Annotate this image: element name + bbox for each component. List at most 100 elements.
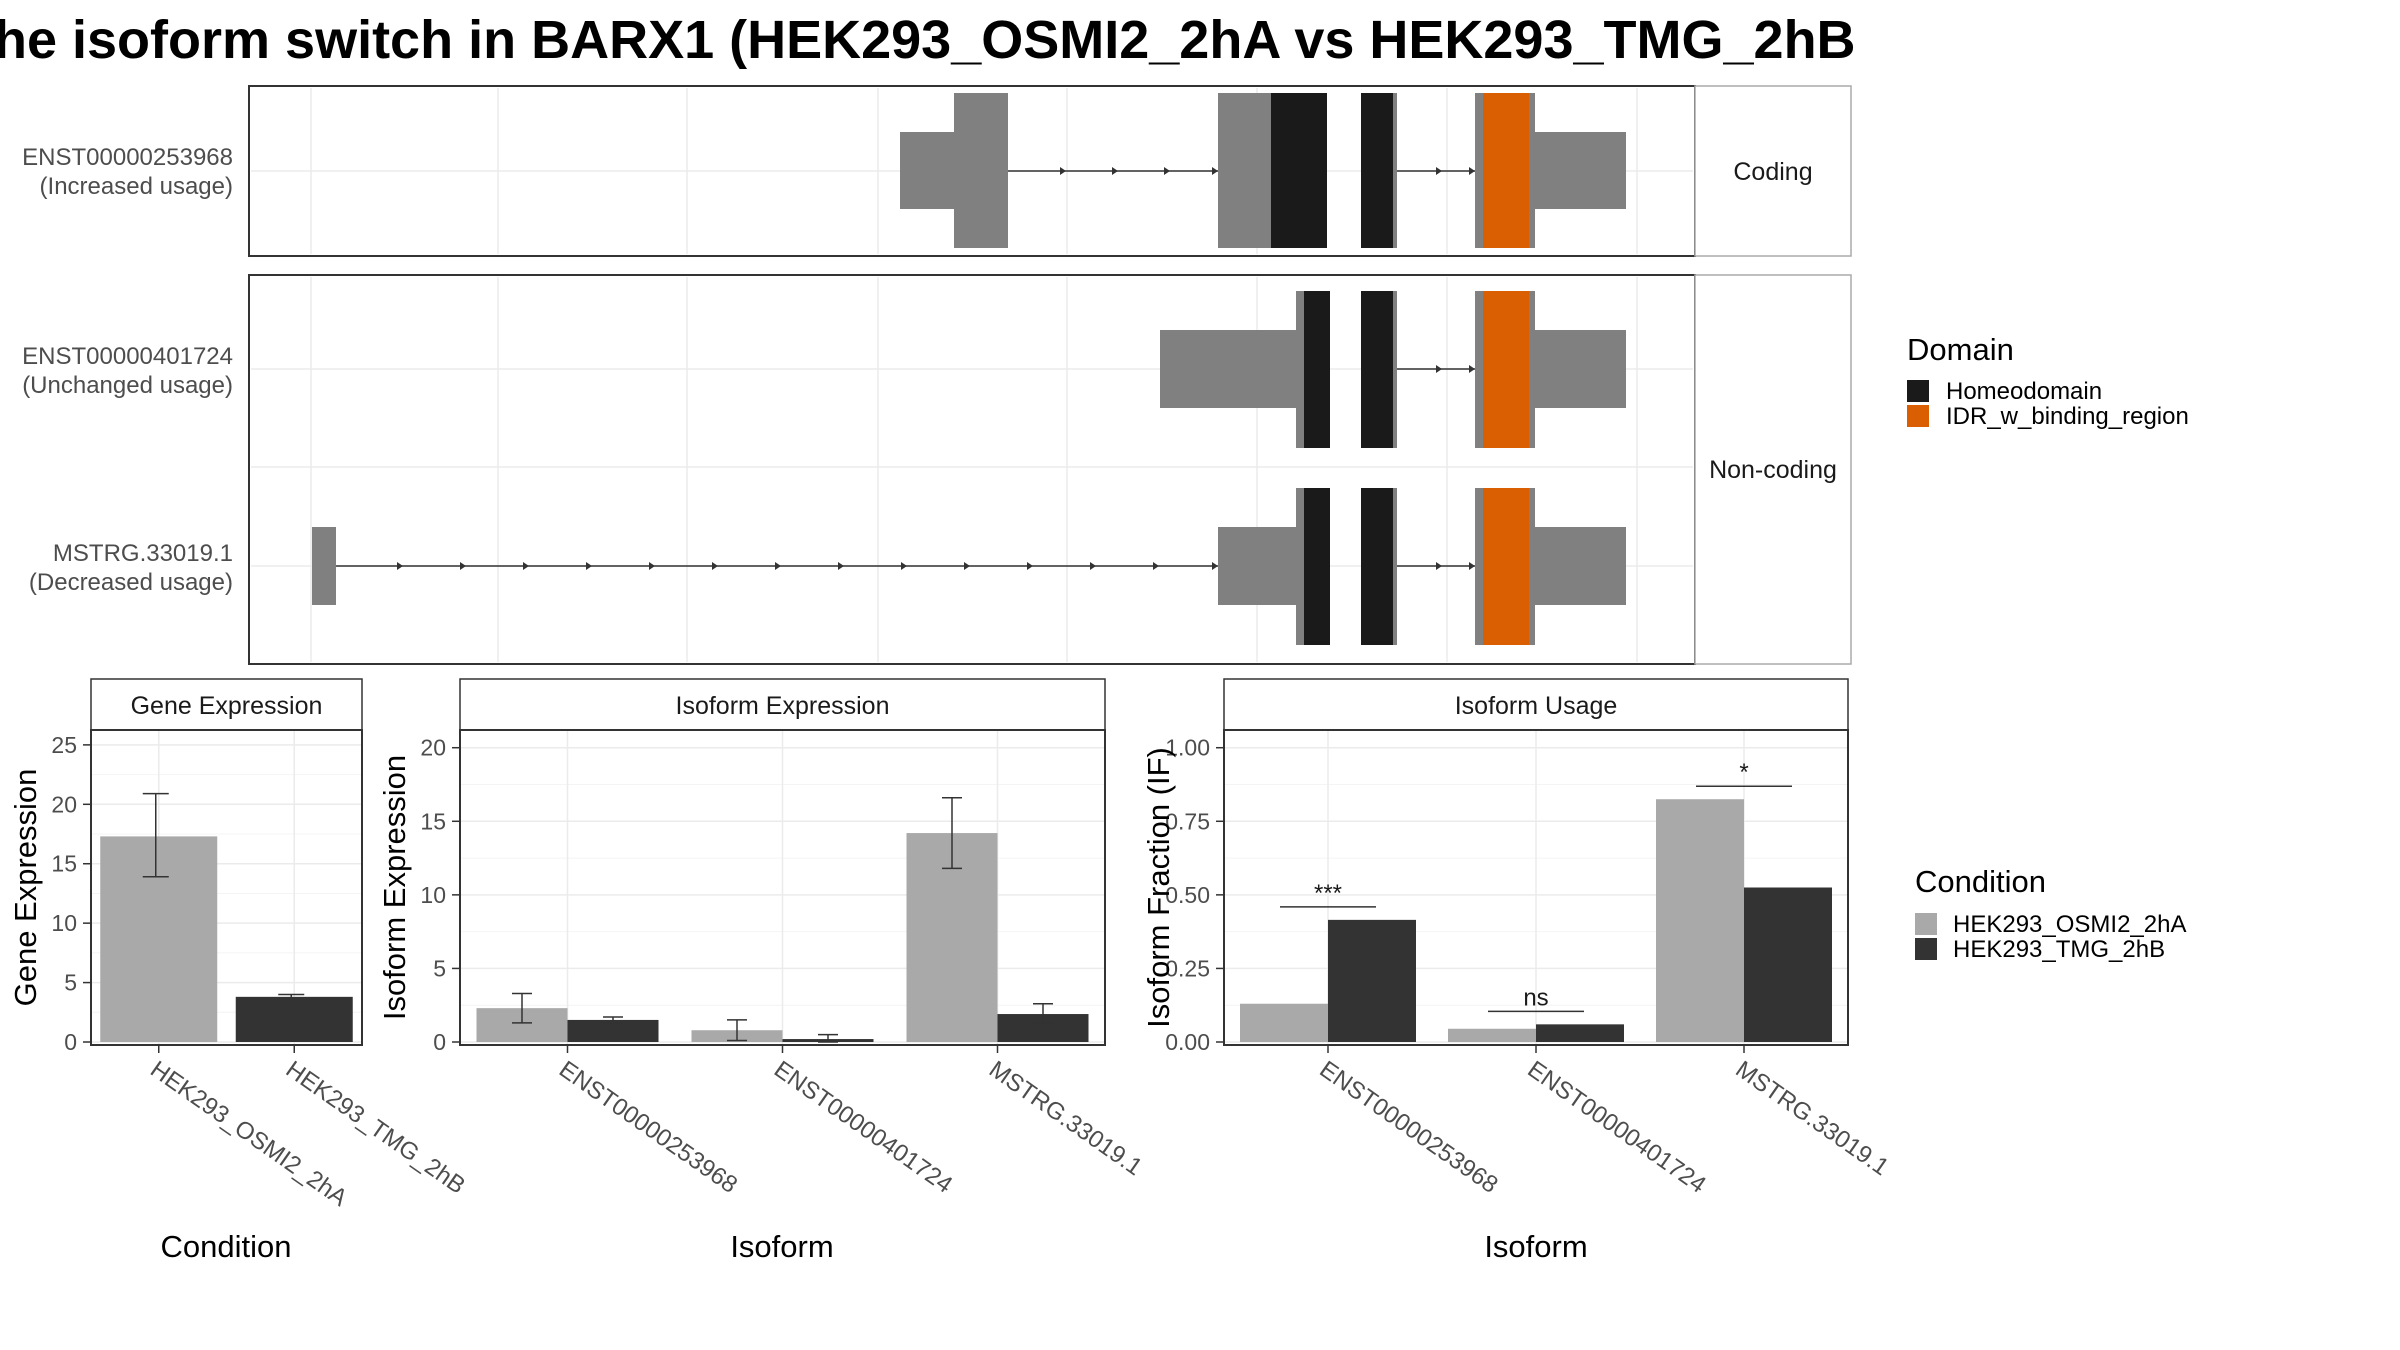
transcript-MSTRG-33019-1 [312,488,1626,645]
utr-exon [1535,527,1626,605]
panel-strip [1223,678,1849,731]
y-axis-title: Gene Expression [8,769,43,1007]
condition-legend-title: Condition [1915,864,2046,899]
utr-exon [1160,330,1296,408]
transcript-ENST00000401724 [1160,291,1626,448]
utr-exon [1535,132,1626,209]
bar [1448,1028,1536,1042]
y-tick-label: 20 [51,791,77,817]
y-tick-label: 0 [433,1029,446,1055]
bar [1328,919,1416,1042]
y-tick-label: 5 [433,955,446,981]
y-tick-label: 0.25 [1165,955,1210,981]
domain-legend-title: Domain [1907,332,2014,367]
panel-strip-title: Isoform Expression [676,692,890,720]
bar [100,836,218,1042]
cds-exon [1475,93,1483,248]
legend-swatch-idr [1907,405,1929,427]
panel-strip-title: Gene Expression [131,692,323,720]
homeodomain-segment [1361,291,1393,448]
isoform-usage-chart: Isoform Usage *** ns * 0.00 0.25 0.50 0.75 1.00 E… [1141,678,1894,1264]
transcript-id-label: ENST00000401724 [22,343,233,370]
legend-label-idr: IDR_w_binding_region [1946,403,2189,430]
facet-label-noncoding: Non-coding [1709,456,1837,484]
facet-label-coding: Coding [1733,158,1812,186]
y-tick-label: 15 [420,808,446,834]
idr-segment [1483,488,1529,645]
y-tick-label: 15 [51,851,77,877]
coding-facet-strip [1694,85,1852,257]
figure-title: he isoform switch in BARX1 (HEK293_OSMI2… [0,10,1856,70]
significance-label: * [1739,759,1748,786]
significance-label: ns [1523,984,1548,1011]
y-tick-label: 10 [51,910,77,936]
x-tick-label: ENST00000253968 [554,1056,742,1199]
noncoding-facet-strip [1694,274,1852,665]
transcript-usage-label: (Increased usage) [40,173,233,200]
panel-strip [459,678,1106,731]
legend-label-homeodomain: Homeodomain [1946,378,2102,405]
x-axis-title: Isoform [1484,1229,1587,1264]
homeodomain-segment [1361,488,1393,645]
y-tick-label: 25 [51,732,77,758]
cds-exon [1218,93,1271,248]
bar [1744,887,1832,1042]
y-tick-label: 1.00 [1165,735,1210,761]
transcript-usage-label: (Unchanged usage) [22,372,233,399]
bar [1656,799,1744,1042]
transcript-id-label: MSTRG.33019.1 [53,540,233,567]
cds-exon [1296,488,1304,645]
utr-exon [312,527,336,605]
plot-border [90,729,363,1046]
homeodomain-segment [1361,93,1393,248]
cds-exon [1296,291,1304,448]
utr-exon [1218,527,1296,605]
transcript-id-label: ENST00000253968 [22,144,233,171]
transcript-structure-panel: Coding Non-coding [22,85,1852,665]
transcript-usage-label: (Decreased usage) [29,569,233,596]
y-axis-title: Isoform Expression [377,755,412,1020]
x-tick-label: MSTRG.33019.1 [1731,1056,1894,1181]
legend-swatch-cond2 [1915,938,1937,960]
cds-exon [1393,93,1397,248]
transcript-ENST00000253968 [900,93,1626,248]
condition-legend: Condition HEK293_OSMI2_2hA HEK293_TMG_2h… [1915,864,2186,963]
domain-legend: Domain Homeodomain IDR_w_binding_region [1907,332,2189,430]
intron-arrows [1436,365,1475,373]
cds-exon [1529,93,1535,248]
homeodomain-segment [1304,291,1330,448]
cds-exon [1393,291,1397,448]
cds-exon [954,93,1008,248]
y-tick-label: 0 [64,1029,77,1055]
y-tick-label: 0.00 [1165,1029,1210,1055]
x-tick-label: ENST00000253968 [1315,1056,1503,1199]
transcript-labels: ENST00000253968 (Increased usage) ENST00… [22,144,233,596]
bar [1240,1003,1328,1042]
idr-segment [1483,93,1529,248]
y-tick-label: 20 [420,735,446,761]
intron-arrows [1060,167,1475,175]
noncoding-facet-panel [248,274,1696,665]
cds-exon [1475,488,1483,645]
x-tick-label: ENST00000401724 [1523,1056,1711,1199]
cds-exon [1475,291,1483,448]
cds-exon [1529,488,1535,645]
homeodomain-segment [1271,93,1327,248]
legend-label-cond1: HEK293_OSMI2_2hA [1953,911,2186,938]
legend-swatch-homeodomain [1907,380,1929,402]
idr-segment [1483,291,1529,448]
significance-label: *** [1314,880,1342,907]
y-tick-label: 10 [420,882,446,908]
panel-strip-title: Isoform Usage [1455,692,1618,720]
legend-swatch-cond1 [1915,913,1937,935]
y-tick-label: 0.75 [1165,808,1210,834]
cds-exon [1393,488,1397,645]
panel-strip [90,678,363,731]
x-tick-label: ENST00000401724 [769,1056,957,1199]
bar [567,1019,659,1042]
legend-label-cond2: HEK293_TMG_2hB [1953,936,2165,963]
y-axis-title: Isoform Fraction (IF) [1141,747,1176,1028]
bar [1536,1024,1624,1042]
intron-arrows [397,562,1475,570]
